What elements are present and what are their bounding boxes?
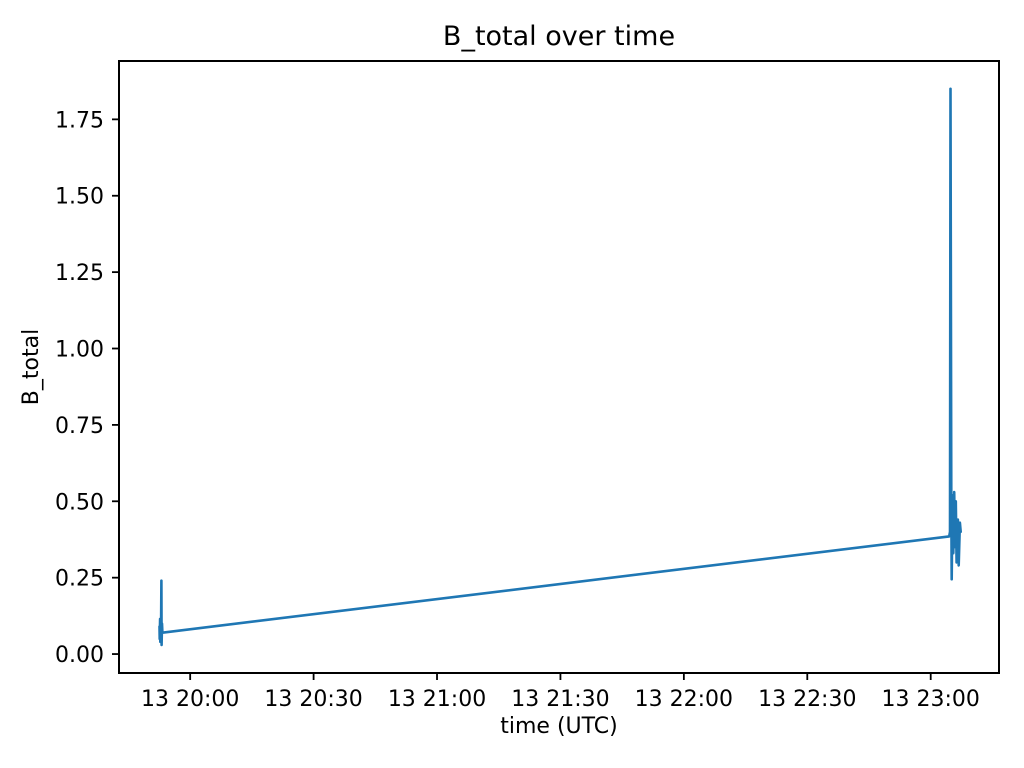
x-tick-label: 13 22:30: [758, 687, 856, 712]
x-tick-label: 13 21:30: [511, 687, 609, 712]
data-line-B_total: [158, 87, 963, 647]
x-tick-label: 13 23:00: [882, 687, 980, 712]
chart-title: B_total over time: [443, 21, 675, 52]
x-tick-label: 13 21:00: [388, 687, 486, 712]
y-tick-label: 1.50: [55, 185, 104, 210]
x-tick-label: 13 20:30: [264, 687, 362, 712]
x-tick-label: 13 22:00: [635, 687, 733, 712]
plot-border: [118, 60, 1000, 674]
y-tick-label: 0.25: [55, 567, 104, 592]
y-tick-label: 0.00: [55, 643, 104, 668]
plot-area: 13 20:00 13 20:30 13 21:00 13 21:30 13 22:00…: [55, 60, 1000, 712]
x-axis-label: time (UTC): [500, 714, 617, 739]
y-tick-label: 1.00: [55, 338, 104, 363]
y-axis-label: B_total: [19, 329, 44, 405]
y-tick-label: 0.75: [55, 414, 104, 439]
y-tick-label: 1.25: [55, 261, 104, 286]
y-tick-label: 1.75: [55, 108, 104, 133]
y-tick-label: 0.50: [55, 490, 104, 515]
x-tick-label: 13 20:00: [141, 687, 239, 712]
